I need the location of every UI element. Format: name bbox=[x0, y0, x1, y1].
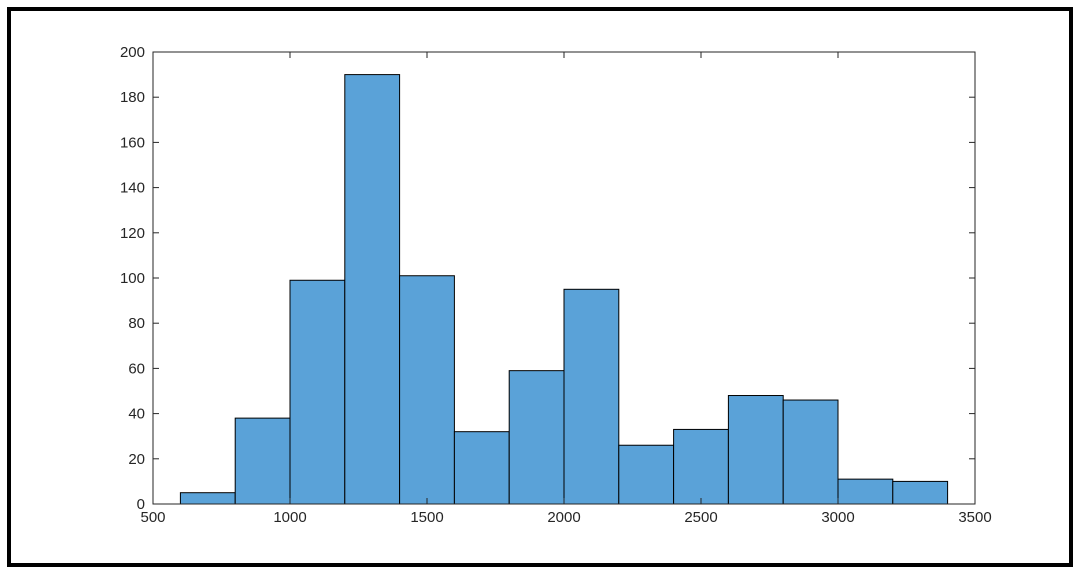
x-tick-label: 500 bbox=[140, 509, 165, 526]
y-tick-label: 140 bbox=[120, 180, 145, 197]
chart-frame: 500 1000 1500 2000 2500 3000 3500 0 20 40 60 80 100 1… bbox=[7, 7, 1073, 567]
histogram-bar bbox=[399, 275, 455, 505]
x-tick-label: 2500 bbox=[684, 509, 717, 526]
histogram-bar bbox=[508, 370, 565, 505]
histogram-bar bbox=[673, 428, 729, 505]
histogram-bar bbox=[563, 288, 620, 505]
histogram-bar bbox=[618, 444, 675, 505]
y-tick-label: 180 bbox=[120, 89, 145, 106]
y-tick-label: 80 bbox=[128, 315, 145, 332]
histogram-bar bbox=[782, 399, 839, 505]
ticks-layer bbox=[152, 51, 976, 505]
y-tick-label: 40 bbox=[128, 406, 145, 423]
histogram-bar bbox=[837, 478, 894, 505]
x-tick-label: 3500 bbox=[958, 509, 991, 526]
histogram-chart: 500 1000 1500 2000 2500 3000 3500 0 20 40 60 80 100 1… bbox=[120, 44, 992, 526]
histogram-bar bbox=[453, 431, 510, 505]
histogram-bar bbox=[234, 417, 291, 505]
y-tick-label: 200 bbox=[120, 44, 145, 61]
histogram-bar bbox=[892, 480, 949, 505]
y-tick-label: 100 bbox=[120, 270, 145, 287]
bars-layer bbox=[179, 74, 949, 505]
y-tick-label: 120 bbox=[120, 225, 145, 242]
histogram-bar bbox=[727, 395, 784, 505]
histogram-bar bbox=[289, 279, 346, 505]
histogram-bar bbox=[344, 74, 401, 505]
x-tick-label: 1500 bbox=[410, 509, 443, 526]
x-tick-label: 3000 bbox=[821, 509, 854, 526]
tick-labels-layer: 500 1000 1500 2000 2500 3000 3500 0 20 40 60 80 100 1… bbox=[120, 44, 992, 526]
y-tick-label: 60 bbox=[128, 360, 145, 377]
histogram-bar bbox=[179, 492, 236, 505]
y-tick-label: 160 bbox=[120, 134, 145, 151]
x-tick-label: 2000 bbox=[547, 509, 580, 526]
y-tick-label: 0 bbox=[137, 496, 145, 513]
y-tick-label: 20 bbox=[128, 451, 145, 468]
x-tick-label: 1000 bbox=[273, 509, 306, 526]
